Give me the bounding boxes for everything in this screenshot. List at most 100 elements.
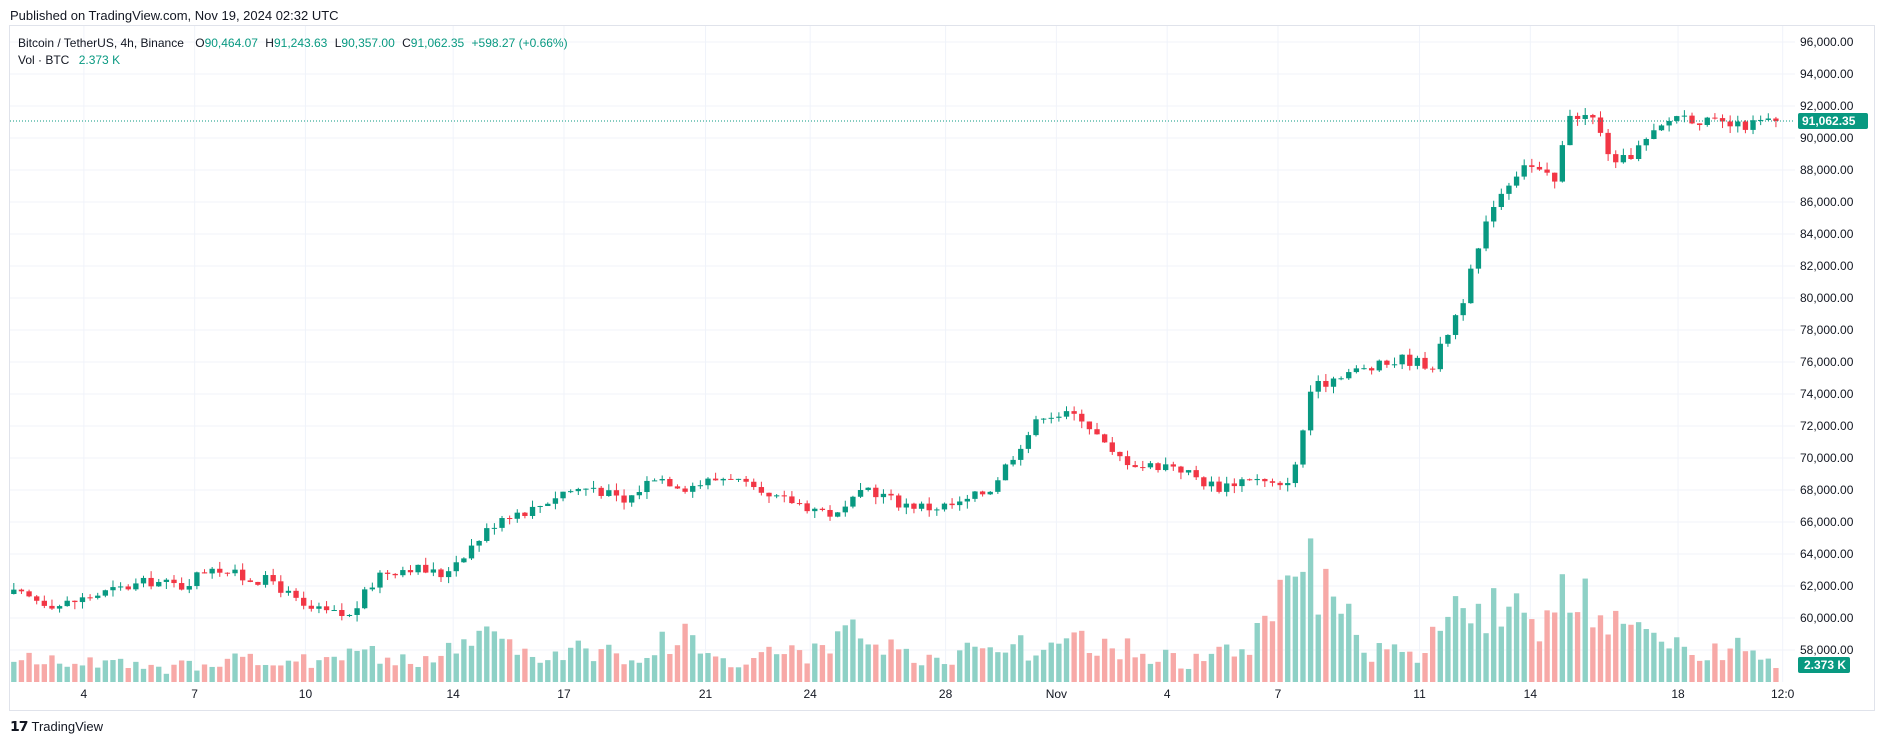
volume-bar <box>979 648 986 682</box>
volume-bar <box>163 673 170 682</box>
volume-bar <box>476 630 482 682</box>
candle-body <box>1582 115 1588 119</box>
candle-body <box>651 480 658 482</box>
volume-bar <box>674 645 681 682</box>
price-tick-label: 92,000.00 <box>1800 99 1854 113</box>
time-tick-label: 7 <box>191 687 198 701</box>
candle-body <box>1437 343 1443 370</box>
volume-bar <box>1170 653 1176 682</box>
candle-body <box>621 495 627 503</box>
volume-bar <box>690 635 696 682</box>
candle-body <box>1101 434 1108 443</box>
candle-body <box>1773 118 1779 122</box>
candle-body <box>1452 315 1459 335</box>
candle-body <box>369 587 376 590</box>
volume-bar <box>972 646 978 682</box>
price-axis[interactable]: 96,000.00 94,000.00 92,000.00 90,000.00 88,0… <box>1800 35 1854 657</box>
tradingview-brand[interactable]: 𝟭𝟳 TradingView <box>10 718 103 735</box>
volume-bar <box>636 662 642 682</box>
volume-bar <box>178 660 185 682</box>
volume-bar <box>133 661 139 682</box>
volume-bar <box>1269 621 1276 682</box>
candle-body <box>842 506 848 513</box>
candle-body <box>697 485 704 487</box>
candle-body <box>1071 411 1077 414</box>
volume-bar <box>873 644 879 682</box>
volume-bar <box>1475 603 1482 682</box>
candle-body <box>430 569 437 573</box>
candle-body <box>1307 391 1314 431</box>
volume-bar <box>781 654 787 682</box>
candle-body <box>1666 120 1672 126</box>
candle-body <box>1620 155 1627 163</box>
volume-bar <box>87 657 93 682</box>
candle-body <box>896 495 902 508</box>
volume-bar <box>1491 588 1497 682</box>
candle-body <box>1231 483 1237 487</box>
candle-body <box>1758 119 1764 121</box>
volume-bar <box>18 660 25 682</box>
volume-bar <box>751 658 757 682</box>
volume-bar <box>1101 638 1108 682</box>
volume-bar <box>1529 619 1535 682</box>
volume-bar <box>644 657 650 682</box>
volume-bar <box>758 652 765 682</box>
chart-panel[interactable] <box>9 25 1875 711</box>
candle-body <box>674 486 681 489</box>
candle-body <box>606 490 612 496</box>
volume-bar <box>842 625 848 682</box>
volume-bar <box>339 660 345 682</box>
symbol-legend-row: Bitcoin / TetherUS, 4h, Binance O90,464.… <box>18 35 568 52</box>
volume-bar <box>827 653 833 682</box>
candle-body <box>1407 354 1413 366</box>
volume-bar <box>529 656 536 682</box>
volume-bar <box>1613 610 1619 682</box>
volume-bar <box>1124 638 1131 682</box>
volume-bar <box>514 654 520 682</box>
candle-body <box>1651 130 1657 139</box>
volume-tag <box>1798 657 1850 673</box>
volume-bar <box>957 650 963 682</box>
last-price-text: 91,062.35 <box>1802 114 1856 128</box>
candle-body <box>735 478 742 480</box>
candle-body <box>293 590 299 598</box>
price-tick-label: 66,000.00 <box>1800 515 1854 529</box>
volume-bar <box>72 663 78 682</box>
volume-bar <box>56 663 63 682</box>
volume-bar <box>1094 655 1100 682</box>
volume-bar <box>1422 653 1428 682</box>
symbol-name[interactable]: Bitcoin / TetherUS, 4h, Binance <box>18 36 184 50</box>
volume-bar <box>1429 626 1436 682</box>
volume-bar <box>606 644 612 682</box>
candle-body <box>346 614 353 616</box>
volume-bar <box>1651 632 1657 682</box>
volume-bar <box>720 658 726 682</box>
volume-bar <box>438 655 444 682</box>
candle-body <box>1353 368 1360 373</box>
volume-bar <box>1513 593 1520 682</box>
volume-bar <box>392 665 398 682</box>
candle-body <box>110 587 116 591</box>
candle-body <box>1163 464 1169 471</box>
volume-label[interactable]: Vol · BTC <box>18 53 70 67</box>
candle-body <box>1613 154 1619 163</box>
volume-bar <box>293 661 299 682</box>
volume-bar <box>880 654 887 682</box>
time-axis[interactable]: 4 7 10 14 17 21 24 28 Nov 4 7 11 14 18 12:0 <box>81 687 1795 701</box>
candle-body <box>56 606 63 609</box>
candle-body <box>1201 477 1207 487</box>
candle-body <box>316 606 322 609</box>
candle-body <box>1285 483 1291 486</box>
candle-body <box>644 480 650 493</box>
volume-bar <box>1750 650 1756 682</box>
volume-bar <box>1323 568 1329 682</box>
volume-bar <box>1140 653 1146 682</box>
candle-body <box>857 490 864 497</box>
candle-body <box>445 571 452 578</box>
candle-body <box>461 558 467 563</box>
candle-body <box>926 503 932 511</box>
volume-bar <box>499 638 505 682</box>
volume-bar <box>1536 641 1543 682</box>
candle-body <box>1117 451 1123 457</box>
